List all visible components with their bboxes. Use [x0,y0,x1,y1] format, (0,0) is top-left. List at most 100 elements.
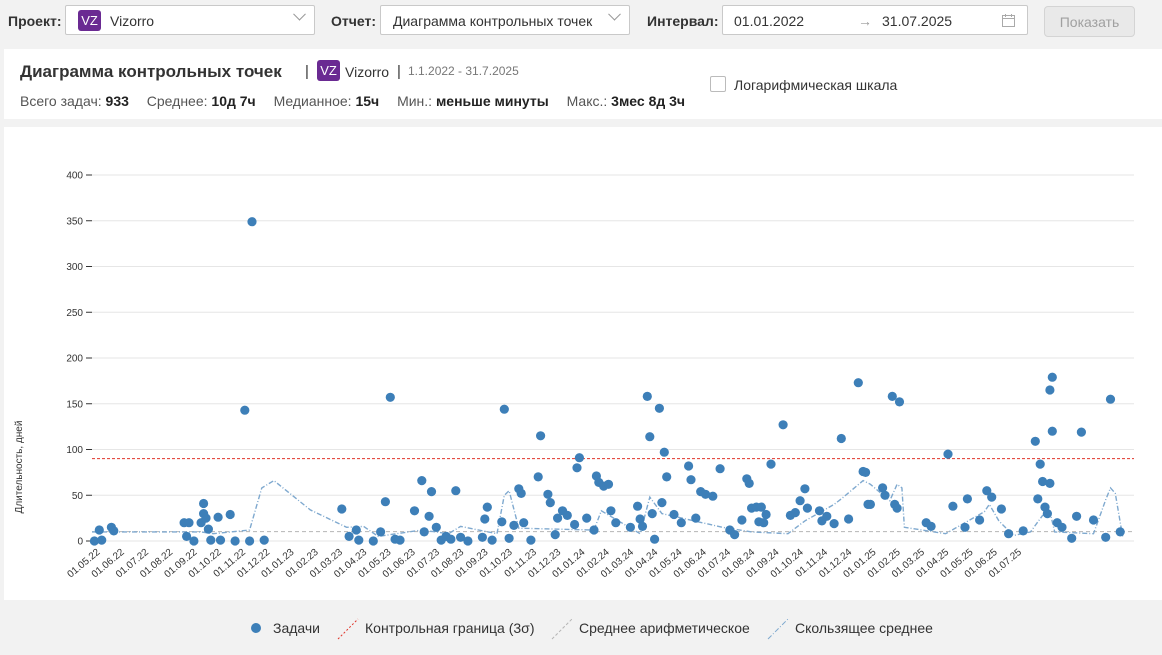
date-to-input[interactable]: 31.07.2025 [882,13,953,29]
task-point [865,499,876,509]
task-point [800,484,810,494]
y-tick-label: 0 [77,537,83,548]
task-point [1035,459,1045,469]
task-point [562,510,572,520]
task-point [982,486,992,496]
date-range-picker[interactable]: 01.01.2022 → 31.07.2025 [722,5,1028,35]
task-point [691,513,701,523]
task-point [199,498,209,509]
task-point [1045,385,1055,395]
task-point [337,504,347,514]
toolbar: Проект: VZ Vizorro Отчет: Диаграмма конт… [0,0,1162,42]
stats-line: Всего задач: 933 Среднее: 10д 7ч Медианн… [20,93,699,109]
task-point [844,514,854,524]
task-point [1045,478,1055,488]
project-badge: VZ [78,10,101,31]
task-point [550,530,560,540]
header-project-name: Vizorro [345,64,390,80]
stat-total-label: Всего задач: [20,93,102,109]
task-point [545,498,555,508]
task-point [543,489,553,499]
task-point [637,521,648,531]
legend-mean-label: Среднее арифметическое [579,620,750,636]
task-point [633,501,643,511]
task-point [1038,476,1048,487]
title-separator: | [305,63,309,80]
task-point [894,397,905,407]
legend-control-marker [337,618,359,640]
stat-min-label: Мин.: [397,93,433,109]
header-period: 1.1.2022 - 31.7.2025 [408,64,519,78]
task-point [887,391,897,401]
task-point [603,479,614,489]
project-select[interactable]: VZ Vizorro [65,5,315,35]
project-label: Проект: [8,13,62,29]
task-point [790,508,800,518]
task-point [1115,527,1125,537]
task-point [1057,522,1067,532]
task-point [376,527,386,537]
task-point [960,522,970,532]
task-point [446,534,456,544]
legend-moving-marker [767,618,789,640]
arrow-right-icon: → [858,13,872,29]
task-point [351,525,361,535]
stat-mean-label: Среднее: [146,93,208,109]
interval-label: Интервал: [647,13,719,29]
task-point [89,536,99,546]
y-tick-label: 250 [66,308,83,319]
task-point [700,489,711,499]
show-button[interactable]: Показать [1044,6,1135,37]
stat-median-value: 15ч [355,93,380,109]
report-header: Диаграмма контрольных точек | VZ Vizorro… [4,49,1162,119]
task-point [553,513,563,523]
task-point [686,475,696,485]
task-point [536,431,546,441]
task-point [975,515,985,525]
task-point [943,449,953,459]
task-point [611,518,621,528]
chart-card: 0 50 100 150 200 250 300 350 400 01.05.22 01.06.2… [4,127,1162,600]
stat-mean-value: 10д 7ч [211,93,256,109]
task-point [948,501,958,511]
task-point [744,478,754,488]
task-point [395,535,405,545]
task-point [759,518,769,528]
stat-median-label: Медианное: [273,93,352,109]
task-point [822,511,832,521]
task-point [497,517,507,527]
task-point [778,420,788,430]
legend-moving-label: Скользящее среднее [795,620,933,636]
task-point [996,504,1007,514]
task-point [368,536,378,546]
legend-tasks-label: Задачи [273,620,321,636]
task-point [1030,436,1040,446]
task-point [499,404,509,414]
chevron-down-icon [293,7,306,21]
task-point [730,530,740,540]
report-select[interactable]: Диаграмма контрольных точек [380,5,630,35]
task-point [380,497,390,507]
task-point [424,511,434,521]
task-point [230,536,240,546]
task-point [582,513,592,523]
log-scale-checkbox[interactable] [710,76,726,92]
project-select-value: Vizorro [110,13,155,29]
task-point [662,472,672,482]
task-point [463,536,473,546]
task-point [431,522,441,532]
task-point [487,535,497,545]
task-point [426,487,437,497]
task-point [650,534,660,544]
report-select-value: Диаграмма контрольных точек [393,13,593,29]
task-point [477,532,487,542]
task-point [1072,511,1082,521]
y-tick-label: 150 [66,399,83,410]
date-from-input[interactable]: 01.01.2022 [734,13,805,29]
task-point [829,519,839,529]
task-point [669,509,679,520]
stat-max-value: 3мес 8д 3ч [611,93,686,109]
task-point [182,531,192,541]
task-point [206,535,216,545]
